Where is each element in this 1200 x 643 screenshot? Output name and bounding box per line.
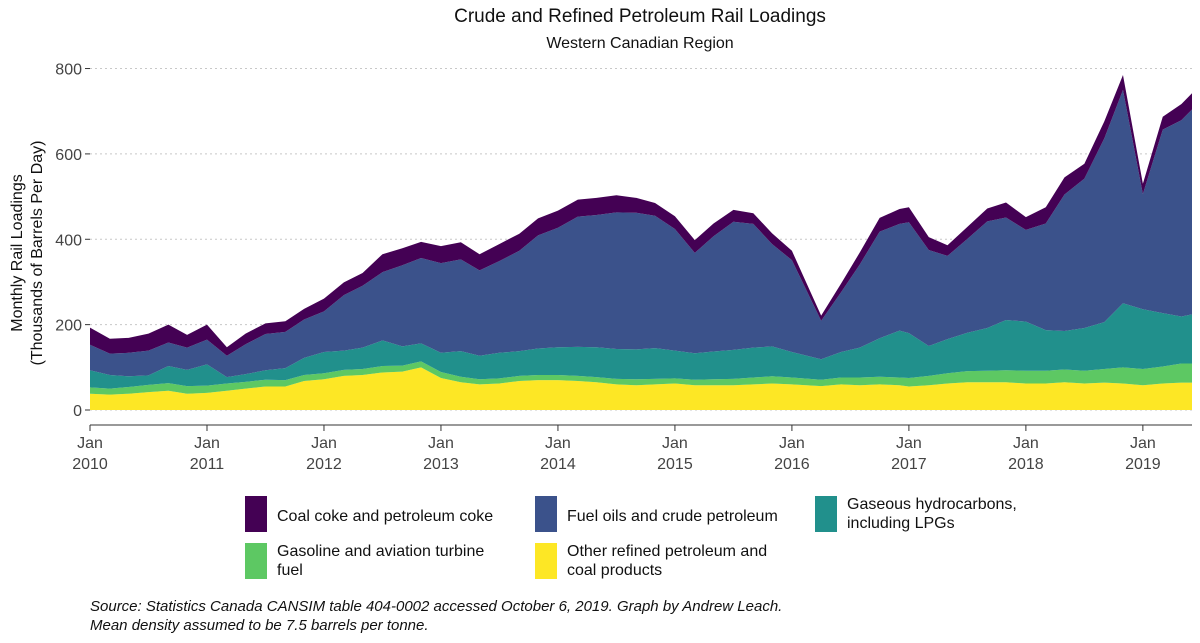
legend-label: Gasoline and aviation turbine fuel [277, 543, 485, 579]
y-axis-label-line: Monthly Rail Loadings [9, 174, 26, 331]
y-tick-label: 0 [73, 403, 82, 420]
x-tick-label: 2019 [1125, 456, 1161, 473]
legend-label: Other refined petroleum and coal product… [567, 543, 768, 579]
area-layers [90, 74, 1192, 410]
chart-title: Crude and Refined Petroleum Rail Loading… [454, 6, 826, 27]
y-axis: 0 200 400 600 800 [55, 62, 90, 420]
chart-plot: 0 200 400 600 800 Jan 2010 Jan 2011 Jan 2012 Jan 20… [9, 62, 1192, 473]
y-axis-label-line: (Thousands of Barrels Per Day) [29, 141, 46, 366]
legend-label: Coal coke and petroleum coke [277, 508, 494, 525]
legend-key-coal-coke [245, 496, 267, 532]
source-caption: Source: Statistics Canada CANSIM table 4… [90, 597, 782, 635]
x-tick-label: 2018 [1008, 456, 1044, 473]
legend-label: Gaseous hydrocarbons, including LPGs [847, 496, 1017, 532]
legend-item-coal-coke: Coal coke and petroleum coke [245, 495, 493, 532]
legend-item-fuel-oils: Fuel oils and crude petroleum [535, 495, 778, 532]
y-axis-label: Monthly Rail Loadings (Thousands of Barre… [9, 141, 46, 366]
x-axis: Jan 2010 Jan 2011 Jan 2012 Jan 2013 Jan 2014 Jan 20… [72, 424, 1192, 473]
legend-item-gasoline: Gasoline and aviation turbine fuel [245, 542, 484, 580]
x-tick-label: 2012 [306, 456, 342, 473]
x-tick-label: 2010 [72, 456, 108, 473]
legend: Coal coke and petroleum coke Fuel oils a… [245, 495, 1065, 585]
y-tick-label: 600 [55, 147, 82, 164]
legend-item-gaseous-hydrocarbons: Gaseous hydrocarbons, including LPGs [815, 495, 1017, 533]
x-tick-label: Jan [1130, 435, 1156, 452]
legend-key-gasoline [245, 543, 267, 579]
x-tick-label: Jan [662, 435, 688, 452]
x-tick-label: Jan [194, 435, 220, 452]
y-tick-label: 200 [55, 318, 82, 335]
legend-key-gaseous-hydrocarbons [815, 496, 837, 532]
x-tick-label: Jan [1013, 435, 1039, 452]
y-tick-label: 400 [55, 232, 82, 249]
x-tick-label: 2017 [891, 456, 927, 473]
legend-key-other-refined [535, 543, 557, 579]
x-tick-label: Jan [896, 435, 922, 452]
x-tick-label: 2015 [657, 456, 693, 473]
x-tick-label: 2014 [540, 456, 576, 473]
x-tick-label: 2016 [774, 456, 810, 473]
x-tick-label: 2013 [423, 456, 459, 473]
x-tick-label: Jan [779, 435, 805, 452]
area-gaseous-hydrocarbons-including-lpgs [90, 303, 1192, 389]
chart-subtitle: Western Canadian Region [546, 35, 734, 52]
x-tick-label: Jan [311, 435, 337, 452]
legend-item-other-refined: Other refined petroleum and coal product… [535, 542, 767, 580]
x-tick-label: 2011 [190, 456, 225, 473]
caption-line-1: Source: Statistics Canada CANSIM table 4… [90, 598, 783, 615]
caption-line-2: Mean density assumed to be 7.5 barrels p… [90, 617, 429, 634]
legend-key-fuel-oils [535, 496, 557, 532]
area-other-refined-petroleum-and-coal-products [90, 367, 1192, 410]
area-gasoline-and-aviation-turbine-fuel [90, 361, 1192, 395]
x-tick-label: Jan [428, 435, 454, 452]
y-tick-label: 800 [55, 62, 82, 79]
x-tick-label: Jan [545, 435, 571, 452]
area-fuel-oils-and-crude-petroleum [90, 89, 1192, 378]
x-tick-label: Jan [77, 435, 103, 452]
legend-label: Fuel oils and crude petroleum [567, 508, 778, 525]
